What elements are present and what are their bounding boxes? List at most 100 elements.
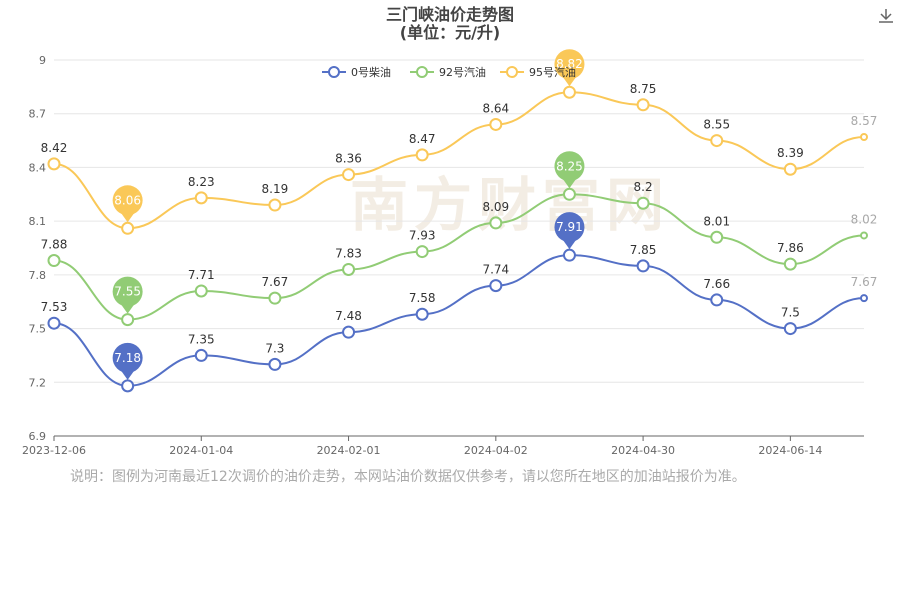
data-point — [268, 291, 282, 305]
data-label: 8.23 — [188, 175, 215, 189]
data-point — [342, 325, 356, 339]
pin-head — [554, 151, 585, 182]
data-label: 8.64 — [482, 101, 509, 115]
y-tick-label: 7.5 — [29, 323, 47, 336]
legend-marker — [506, 66, 518, 78]
legend-marker — [328, 66, 340, 78]
x-tick-label: 2024-01-04 — [169, 444, 233, 457]
data-point — [860, 231, 868, 240]
pin-head — [112, 185, 143, 216]
data-label: 7.67 — [262, 275, 289, 289]
chart-note: 说明：图例为河南最近12次调价的油价走势，本网站油价数据仅供参考，请以您所在地区… — [70, 469, 746, 485]
y-tick-label: 7.2 — [29, 376, 47, 389]
pin-label: 7.18 — [114, 351, 141, 365]
data-point — [342, 168, 356, 182]
pin-label: 8.06 — [114, 193, 141, 207]
data-point — [194, 191, 208, 205]
data-point — [194, 348, 208, 362]
data-point — [268, 198, 282, 212]
series-95号汽油: 8.42 8.23 8.19 8.36 8.47 8.64 8.75 8.55 8.39 8.57… — [41, 49, 877, 235]
x-axis: 2023-12-06 2024-01-04 2024-02-01 2024-04-02… — [22, 435, 864, 457]
series-line — [53, 193, 865, 321]
y-tick-label: 7.8 — [29, 269, 47, 282]
series-92号汽油: 7.88 7.71 7.67 7.83 7.93 8.09 8.2 8.01 7.86 8.02 7… — [41, 151, 877, 327]
data-point — [121, 313, 135, 327]
legend-item-0号柴油[interactable]: 0号柴油 — [322, 65, 391, 79]
data-label: 7.58 — [409, 291, 436, 305]
data-point — [562, 85, 576, 99]
data-label: 8.47 — [409, 132, 436, 146]
data-point — [783, 162, 797, 176]
y-tick-label: 9 — [39, 54, 46, 67]
data-point — [636, 259, 650, 273]
legend-item-95号汽油[interactable]: 95号汽油 — [500, 65, 576, 79]
chart-title: 三门峡油价走势图 — [386, 5, 514, 24]
data-label: 7.93 — [409, 229, 436, 243]
y-tick-label: 6.9 — [29, 430, 47, 443]
legend-label: 92号汽油 — [439, 65, 486, 79]
data-point — [783, 257, 797, 271]
data-point — [489, 216, 503, 230]
data-label: 8.19 — [262, 182, 289, 196]
x-tick-label: 2024-02-01 — [317, 444, 381, 457]
data-label: 8.39 — [777, 146, 804, 160]
legend-marker — [416, 66, 428, 78]
data-label: 7.35 — [188, 332, 215, 346]
data-label: 7.66 — [703, 277, 730, 291]
data-label: 7.3 — [265, 341, 284, 355]
data-label: 8.42 — [41, 141, 68, 155]
x-tick-label: 2024-06-14 — [758, 444, 822, 457]
x-tick-label: 2023-12-06 — [22, 444, 86, 457]
data-label: 7.5 — [781, 306, 800, 320]
pin-head — [112, 276, 143, 307]
y-tick-label: 8.1 — [29, 215, 47, 228]
legend-item-92号汽油[interactable]: 92号汽油 — [410, 65, 486, 79]
pin-label: 7.55 — [114, 285, 141, 299]
y-tick-label: 8.4 — [29, 161, 47, 174]
data-point — [194, 284, 208, 298]
data-point — [783, 322, 797, 336]
chart-subtitle: (单位：元/升) — [400, 23, 500, 42]
pin-label: 8.25 — [556, 159, 583, 173]
data-label: 7.48 — [335, 309, 362, 323]
data-point — [489, 279, 503, 293]
legend[interactable]: 0号柴油 92号汽油 95号汽油 — [322, 65, 576, 79]
series-lines: 7.537.357.37.487.587.747.857.667.57.677.… — [41, 49, 877, 393]
data-point — [47, 316, 61, 330]
pin-marker: 7.18 — [112, 342, 143, 380]
y-axis: 6.9 7.2 7.5 7.8 8.1 8.4 8.7 9 — [29, 54, 47, 443]
data-point — [121, 221, 135, 235]
pin-label: 8.82 — [556, 57, 583, 71]
data-point — [47, 157, 61, 171]
data-label: 7.53 — [41, 300, 68, 314]
data-point — [710, 230, 724, 244]
data-label: 8.2 — [634, 180, 653, 194]
pin-marker: 8.25 — [554, 151, 585, 189]
download-icon[interactable] — [876, 6, 896, 26]
data-point — [562, 187, 576, 201]
pin-marker: 8.06 — [112, 185, 143, 223]
data-label: 7.86 — [777, 241, 804, 255]
data-point — [636, 98, 650, 112]
data-point — [47, 254, 61, 268]
data-point — [415, 148, 429, 162]
data-label: 7.85 — [630, 243, 657, 257]
watermark: 南方财富网 — [350, 171, 664, 239]
data-label: 8.09 — [482, 200, 509, 214]
y-tick-label: 8.7 — [29, 108, 47, 121]
pin-head — [554, 49, 585, 80]
data-point — [860, 132, 868, 141]
x-tick-label: 2024-04-02 — [464, 444, 528, 457]
data-point — [860, 294, 868, 303]
data-point — [489, 117, 503, 131]
data-label: 8.55 — [703, 118, 730, 132]
pin-marker: 7.91 — [554, 212, 585, 250]
pin-label: 7.91 — [556, 220, 583, 234]
pin-head — [554, 212, 585, 243]
data-label: 7.83 — [335, 246, 362, 260]
data-point — [636, 196, 650, 210]
pin-head — [112, 342, 143, 373]
data-label: 8.36 — [335, 152, 362, 166]
data-point — [415, 307, 429, 321]
